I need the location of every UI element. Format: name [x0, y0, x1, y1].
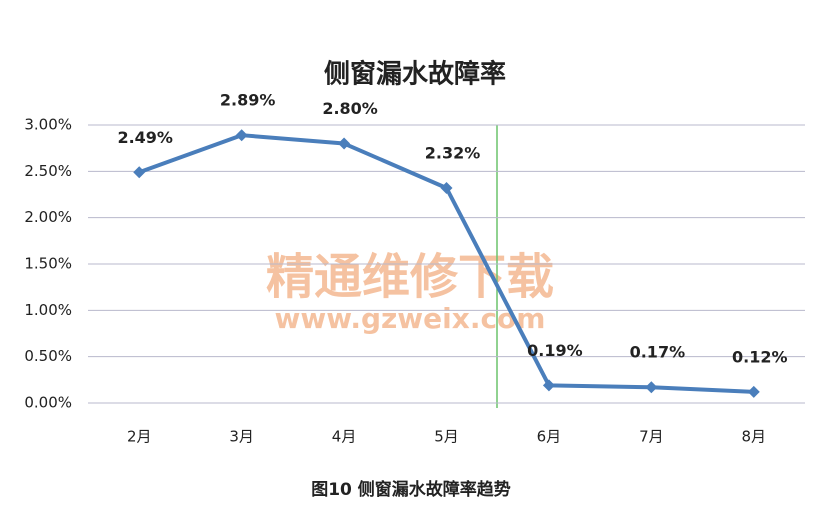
data-point: [747, 385, 760, 398]
watermark: www.gzweix.com: [275, 302, 546, 335]
data-point: [235, 129, 248, 142]
y-tick-label: 2.50%: [24, 162, 72, 180]
x-tick-label: 4月: [332, 428, 357, 446]
chart-title: 侧窗漏水故障率: [324, 59, 506, 90]
data-label: 0.12%: [732, 347, 788, 366]
data-point: [440, 182, 453, 195]
y-tick-label: 3.00%: [24, 116, 72, 134]
data-label: 0.17%: [630, 343, 686, 362]
x-tick-label: 7月: [639, 428, 664, 446]
data-point: [133, 166, 146, 179]
watermark: 精通维修下载: [266, 249, 554, 305]
y-tick-label: 0.50%: [24, 347, 72, 365]
x-tick-label: 2月: [127, 428, 152, 446]
data-point: [542, 379, 555, 392]
data-label: 2.32%: [425, 144, 481, 163]
x-tick-label: 6月: [537, 428, 562, 446]
y-tick-label: 2.00%: [24, 208, 72, 226]
y-tick-label: 1.00%: [24, 301, 72, 319]
data-label: 0.19%: [527, 341, 583, 360]
data-point: [645, 381, 658, 394]
x-tick-label: 8月: [742, 428, 767, 446]
x-tick-label: 5月: [434, 428, 459, 446]
data-label: 2.89%: [220, 91, 276, 110]
data-label: 2.49%: [117, 128, 173, 147]
data-label: 2.80%: [322, 99, 378, 118]
y-tick-label: 0.00%: [24, 394, 72, 412]
caption: 图10 侧窗漏水故障率趋势: [311, 479, 511, 500]
y-tick-label: 1.50%: [24, 255, 72, 273]
x-tick-label: 3月: [229, 428, 254, 446]
data-point: [338, 137, 351, 150]
